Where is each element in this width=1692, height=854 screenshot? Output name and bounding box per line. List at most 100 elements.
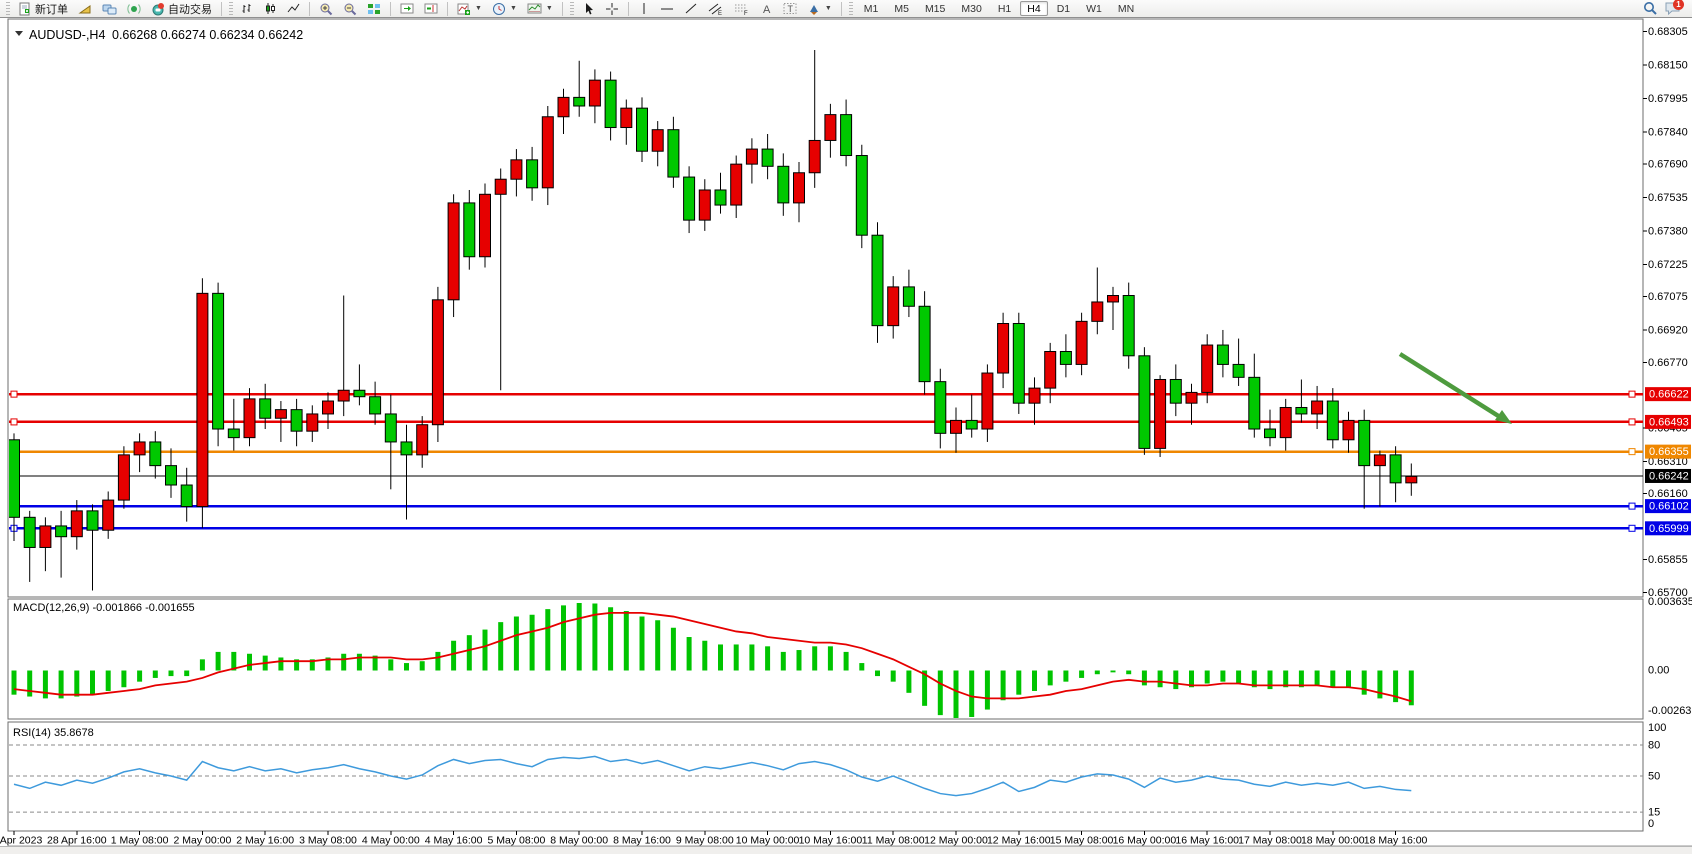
toolbar-right-group: 1 xyxy=(1643,0,1688,17)
trend-arrow-line[interactable] xyxy=(1398,352,1502,419)
signals-icon xyxy=(127,3,141,14)
periods-button[interactable]: ▼ xyxy=(488,1,521,17)
line-handle[interactable] xyxy=(10,390,18,398)
candle-body xyxy=(793,172,805,204)
tab-timeframe-d1[interactable]: D1 xyxy=(1056,3,1071,15)
chart-shift-button[interactable] xyxy=(420,1,442,17)
zoom-out-button[interactable] xyxy=(339,1,361,17)
toolbar-grip[interactable] xyxy=(848,1,853,16)
candle-body xyxy=(1405,475,1418,484)
toolbar-grip[interactable] xyxy=(6,1,10,16)
candle-body xyxy=(1295,406,1308,415)
zoom-out-icon xyxy=(344,3,357,15)
text-button[interactable]: A xyxy=(756,1,777,17)
candle-body xyxy=(761,148,774,167)
search-icon[interactable] xyxy=(1643,1,1658,16)
candle-body xyxy=(730,163,743,206)
candle-body xyxy=(824,114,837,141)
line-handle[interactable] xyxy=(1628,418,1636,426)
text-icon: A xyxy=(763,4,771,15)
candle-body xyxy=(620,107,633,129)
trendline-button[interactable] xyxy=(680,1,702,17)
templates-icon xyxy=(527,3,542,14)
candle-body xyxy=(808,139,821,174)
line-handle[interactable] xyxy=(1628,448,1636,456)
candle-body xyxy=(479,193,491,258)
fibonacci-button[interactable]: F xyxy=(730,1,754,17)
toolbar-grip[interactable] xyxy=(569,1,574,16)
candle-body xyxy=(997,322,1010,374)
candle-body xyxy=(1044,350,1057,389)
chart-window[interactable]: 0.68305 0.68150 0.67995 0.67840 0.67690 0.675… xyxy=(0,18,1692,847)
svg-text:E: E xyxy=(718,11,722,16)
tab-timeframe-h1[interactable]: H1 xyxy=(997,3,1012,15)
templates-button[interactable]: ▼ xyxy=(523,1,557,17)
candle-body xyxy=(1342,419,1355,441)
zoom-in-button[interactable] xyxy=(315,1,337,17)
crosshair-button[interactable] xyxy=(601,1,623,17)
candle-body xyxy=(651,129,664,152)
tab-timeframe-m30[interactable]: M30 xyxy=(961,3,982,15)
price-tick-label: 0.68305 xyxy=(1648,26,1688,38)
price-tick-label: 0.67225 xyxy=(1648,259,1688,271)
candlestick-chart-button[interactable] xyxy=(260,1,281,17)
virtual-hosting-button[interactable] xyxy=(98,1,121,17)
tile-windows-button[interactable] xyxy=(363,1,385,17)
price-tick-label: 0.66310 xyxy=(1648,456,1688,468)
bar-chart-button[interactable] xyxy=(237,1,258,17)
auto-scroll-button[interactable] xyxy=(396,1,418,17)
tab-timeframe-m1[interactable]: M1 xyxy=(863,3,879,15)
line-handle[interactable] xyxy=(1628,390,1636,398)
price-badge-label: 0.66242 xyxy=(1649,470,1689,482)
new-order-button[interactable]: 新订单 xyxy=(14,1,72,17)
svg-text:T: T xyxy=(787,4,793,14)
algo-trading-button[interactable]: 自动交易 xyxy=(147,1,216,17)
candle-body xyxy=(840,114,853,157)
chart-shift-icon xyxy=(424,3,438,14)
chat-button[interactable]: 1 xyxy=(1664,0,1684,17)
candle-body xyxy=(290,409,303,432)
trend-arrow-head[interactable] xyxy=(1495,410,1512,424)
price-badge-label: 0.66622 xyxy=(1649,389,1689,401)
candle-body xyxy=(274,409,287,419)
arrows-button[interactable]: ▼ xyxy=(803,1,836,17)
macd-panel[interactable] xyxy=(7,598,1644,720)
tab-timeframe-m15[interactable]: M15 xyxy=(924,3,946,15)
tab-timeframe-mn[interactable]: MN xyxy=(1117,3,1135,15)
price-badge xyxy=(1645,387,1691,402)
main-chart-panel[interactable] xyxy=(7,18,1644,598)
tab-timeframe-h4[interactable]: H4 xyxy=(1020,1,1048,16)
cursor-button[interactable] xyxy=(578,1,599,17)
vertical-line-button[interactable] xyxy=(634,1,654,17)
separator xyxy=(840,1,842,16)
time-tick-label: 10 May 16:00 xyxy=(799,835,863,847)
rsi-line xyxy=(13,755,1412,797)
annotation-layer xyxy=(1398,352,1512,424)
time-tick-label: 4 May 16:00 xyxy=(425,835,483,847)
line-chart-button[interactable] xyxy=(283,1,304,17)
line-handle[interactable] xyxy=(1628,524,1636,532)
candle-body xyxy=(337,389,350,402)
new-chart-button[interactable] xyxy=(74,1,96,17)
vertical-line-icon xyxy=(643,3,645,14)
candle-body xyxy=(400,441,413,456)
line-handle[interactable] xyxy=(10,418,18,426)
chart-canvas[interactable]: 0.68305 0.68150 0.67995 0.67840 0.67690 0.675… xyxy=(0,18,1692,854)
indicators-button[interactable]: ▼ xyxy=(453,1,486,17)
signals-button[interactable] xyxy=(123,1,145,17)
tab-timeframe-m5[interactable]: M5 xyxy=(894,3,909,15)
separator xyxy=(221,1,222,16)
chart-collapse-icon[interactable] xyxy=(15,31,23,36)
candle-body xyxy=(196,292,209,508)
equidistant-channel-button[interactable]: E xyxy=(704,1,728,17)
toolbar-grip[interactable] xyxy=(229,1,233,16)
tab-timeframe-w1[interactable]: W1 xyxy=(1086,3,1102,15)
candle-body xyxy=(369,396,382,415)
line-chart-icon xyxy=(287,3,300,13)
line-handle[interactable] xyxy=(1628,502,1636,510)
candle-body xyxy=(683,176,696,221)
horizontal-line-button[interactable] xyxy=(656,1,678,17)
text-label-button[interactable]: T xyxy=(779,1,801,17)
candle-body xyxy=(1358,419,1371,467)
